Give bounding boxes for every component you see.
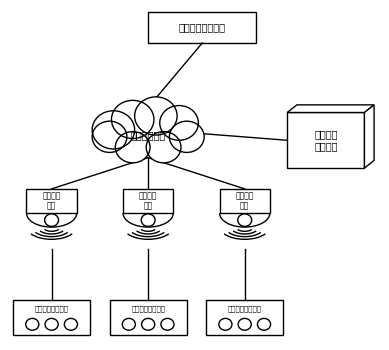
- Polygon shape: [287, 105, 374, 112]
- Text: 图像采集
装置: 图像采集 装置: [42, 191, 61, 211]
- Text: 车位状态指示装置: 车位状态指示装置: [228, 306, 262, 312]
- Polygon shape: [364, 105, 374, 168]
- Circle shape: [112, 100, 154, 139]
- FancyBboxPatch shape: [26, 189, 77, 213]
- Circle shape: [92, 121, 127, 153]
- Circle shape: [169, 121, 204, 153]
- Circle shape: [45, 318, 58, 330]
- FancyBboxPatch shape: [123, 189, 173, 213]
- Circle shape: [135, 97, 177, 135]
- Circle shape: [26, 318, 39, 330]
- Text: 车位状态指示装置: 车位状态指示装置: [131, 306, 165, 312]
- FancyBboxPatch shape: [98, 119, 198, 151]
- Circle shape: [238, 214, 252, 226]
- Circle shape: [258, 318, 271, 330]
- Text: 定点寻车
查询装置: 定点寻车 查询装置: [314, 130, 338, 151]
- Text: 车位状态指示装置: 车位状态指示装置: [35, 306, 68, 312]
- Circle shape: [160, 106, 198, 140]
- Text: 车库局域网络: 车库局域网络: [131, 130, 166, 140]
- Circle shape: [122, 318, 135, 330]
- FancyBboxPatch shape: [287, 112, 364, 168]
- FancyBboxPatch shape: [220, 189, 270, 213]
- Circle shape: [219, 318, 232, 330]
- FancyBboxPatch shape: [206, 300, 283, 335]
- FancyBboxPatch shape: [148, 12, 256, 43]
- FancyBboxPatch shape: [13, 300, 90, 335]
- Circle shape: [146, 132, 181, 163]
- Circle shape: [161, 318, 174, 330]
- Circle shape: [142, 318, 155, 330]
- Circle shape: [141, 214, 155, 226]
- Circle shape: [238, 318, 251, 330]
- Text: 图像采集
装置: 图像采集 装置: [139, 191, 158, 211]
- Text: 远程管理云服务器: 远程管理云服务器: [179, 22, 226, 33]
- Circle shape: [45, 214, 59, 226]
- Circle shape: [92, 111, 135, 149]
- Circle shape: [115, 132, 150, 163]
- FancyBboxPatch shape: [110, 300, 187, 335]
- Circle shape: [64, 318, 77, 330]
- Text: 图像采集
装置: 图像采集 装置: [235, 191, 254, 211]
